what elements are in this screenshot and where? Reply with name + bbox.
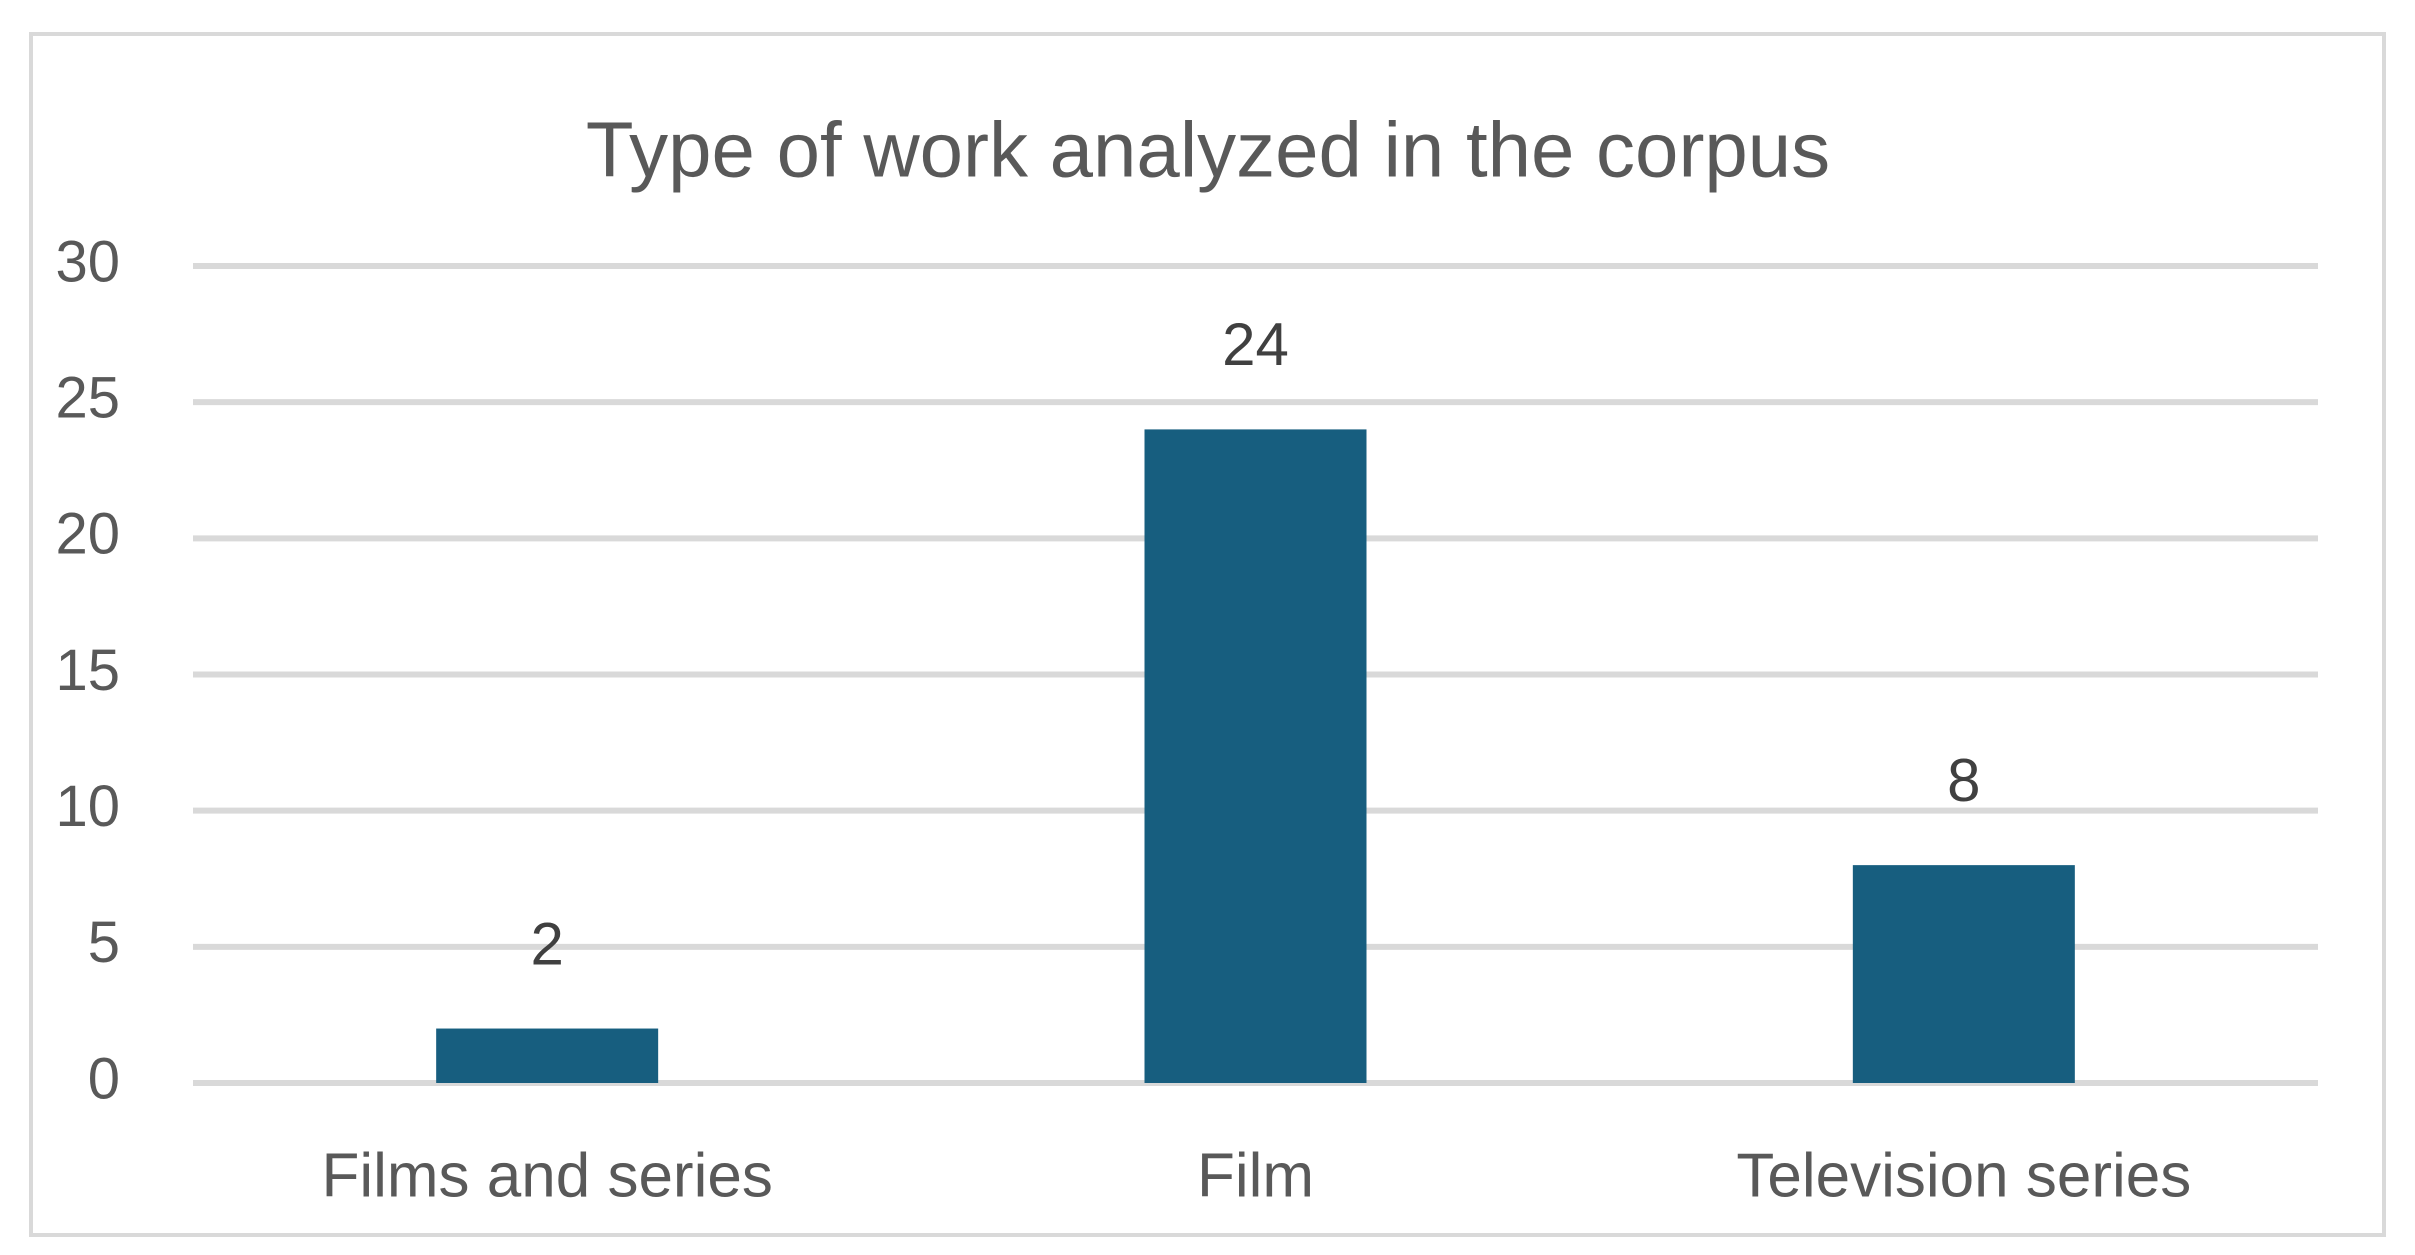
x-tick-label: Films and series <box>321 1141 772 1210</box>
y-tick-label: 30 <box>55 229 120 294</box>
y-tick-label: 5 <box>88 910 120 975</box>
y-tick-label: 0 <box>88 1046 120 1111</box>
bar <box>436 1028 659 1083</box>
y-tick-label: 10 <box>55 774 120 839</box>
bar <box>1852 865 2075 1083</box>
x-tick-label: Film <box>1197 1141 1314 1210</box>
y-tick-label: 15 <box>55 638 120 703</box>
y-tick-label: 25 <box>55 365 120 430</box>
data-label: 2 <box>530 910 563 977</box>
x-tick-label: Television series <box>1736 1141 2191 1210</box>
chart-title: Type of work analyzed in the corpus <box>586 106 1830 194</box>
data-label: 24 <box>1222 311 1289 378</box>
data-label: 8 <box>1947 747 1980 814</box>
bar <box>1144 429 1367 1083</box>
y-tick-label: 20 <box>55 502 120 567</box>
